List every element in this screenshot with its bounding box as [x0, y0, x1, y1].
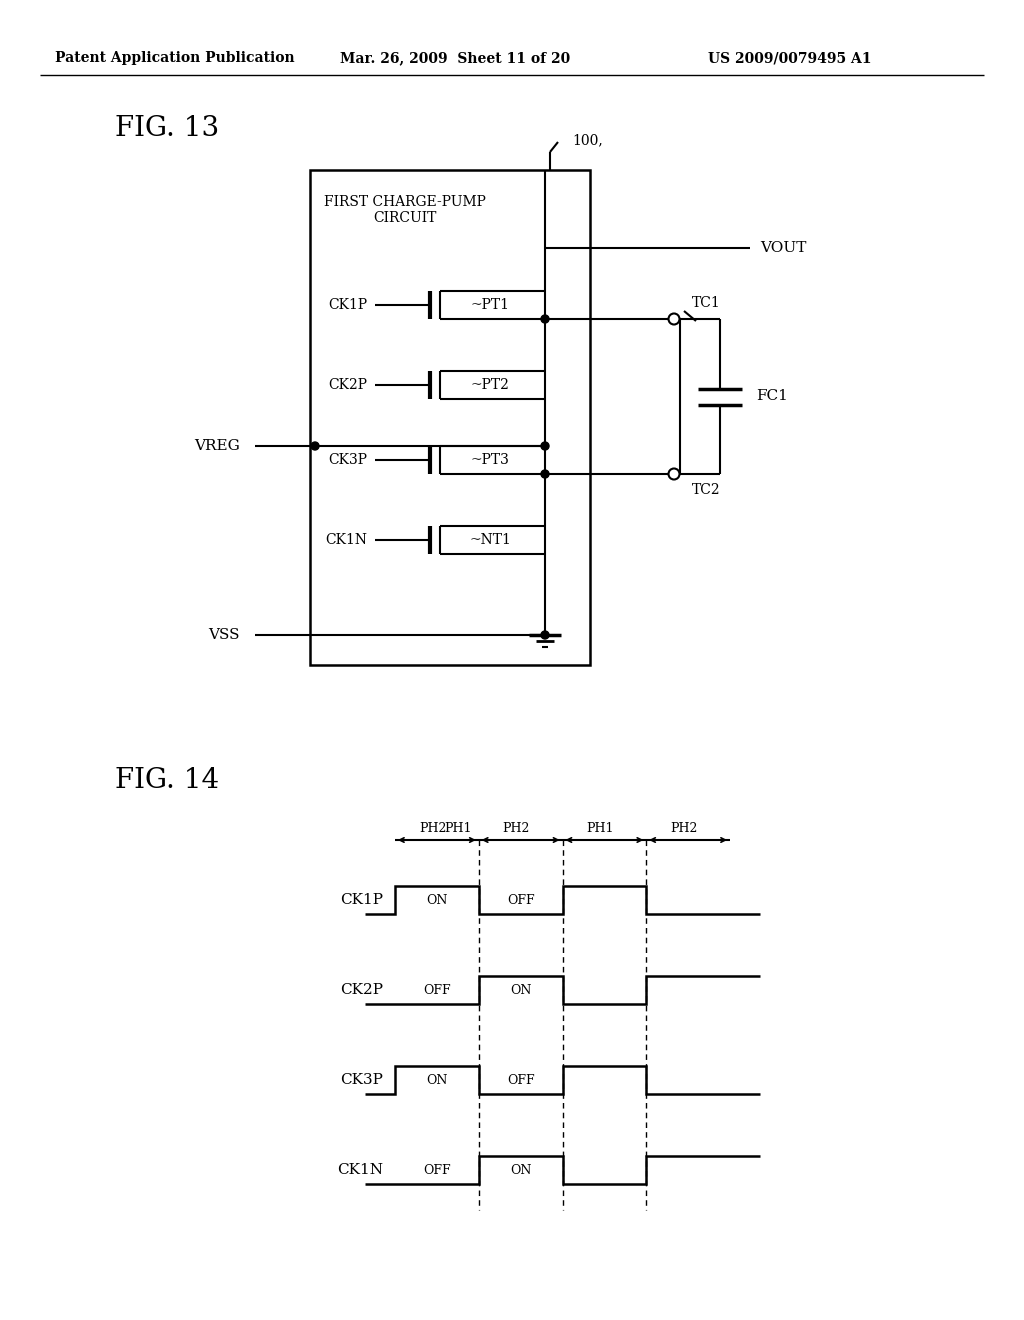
Text: FIG. 13: FIG. 13	[115, 115, 219, 141]
Text: PH2: PH2	[419, 821, 446, 834]
Text: FC1: FC1	[756, 389, 787, 404]
Circle shape	[541, 315, 549, 323]
Text: Patent Application Publication: Patent Application Publication	[55, 51, 295, 65]
Text: VSS: VSS	[209, 628, 240, 642]
Circle shape	[669, 314, 680, 325]
Text: FIRST CHARGE-PUMP: FIRST CHARGE-PUMP	[324, 195, 486, 209]
Text: CK1N: CK1N	[337, 1163, 383, 1177]
Text: ~PT3: ~PT3	[471, 453, 509, 467]
Text: CK2P: CK2P	[340, 983, 383, 997]
Circle shape	[541, 631, 549, 639]
Text: ON: ON	[510, 1163, 531, 1176]
Text: CK3P: CK3P	[340, 1073, 383, 1086]
Bar	[310, 170, 590, 665]
Text: Mar. 26, 2009  Sheet 11 of 20: Mar. 26, 2009 Sheet 11 of 20	[340, 51, 570, 65]
Text: PH1: PH1	[587, 821, 614, 834]
Text: CK1P: CK1P	[328, 298, 367, 312]
Text: CK3P: CK3P	[328, 453, 367, 467]
Text: CK1N: CK1N	[325, 533, 367, 546]
Circle shape	[311, 442, 319, 450]
Text: CK2P: CK2P	[328, 378, 367, 392]
Text: CK1P: CK1P	[340, 894, 383, 907]
Text: OFF: OFF	[507, 894, 535, 907]
Text: 100,: 100,	[572, 133, 603, 147]
Text: ~NT1: ~NT1	[469, 533, 511, 546]
Text: VREG: VREG	[195, 440, 240, 453]
Text: ON: ON	[426, 1073, 447, 1086]
Text: ON: ON	[510, 983, 531, 997]
Text: CIRCUIT: CIRCUIT	[374, 211, 436, 224]
Text: ON: ON	[426, 894, 447, 907]
Text: OFF: OFF	[423, 983, 451, 997]
Text: OFF: OFF	[423, 1163, 451, 1176]
Text: PH1: PH1	[444, 821, 472, 834]
Text: FIG. 14: FIG. 14	[115, 767, 219, 793]
Text: OFF: OFF	[507, 1073, 535, 1086]
Circle shape	[541, 442, 549, 450]
Text: TC2: TC2	[692, 483, 721, 498]
Text: PH2: PH2	[503, 821, 530, 834]
Text: TC1: TC1	[692, 296, 721, 310]
Text: ~PT1: ~PT1	[470, 298, 510, 312]
Text: ~PT2: ~PT2	[471, 378, 509, 392]
Text: PH2: PH2	[671, 821, 697, 834]
Text: US 2009/0079495 A1: US 2009/0079495 A1	[709, 51, 871, 65]
Text: VOUT: VOUT	[760, 242, 806, 255]
Circle shape	[669, 469, 680, 479]
Circle shape	[541, 470, 549, 478]
